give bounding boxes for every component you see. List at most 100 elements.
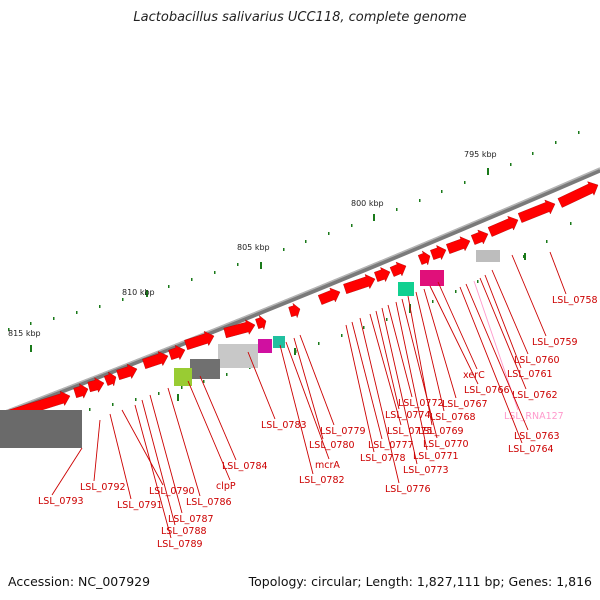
minor-tick xyxy=(145,292,147,295)
gene-label: LSL_0760 xyxy=(514,355,560,366)
gene-arrow xyxy=(223,319,256,339)
gene-label: LSL_0771 xyxy=(413,451,459,462)
inner-tick xyxy=(546,240,548,243)
minor-tick xyxy=(351,224,353,227)
gene-label: LSL_0768 xyxy=(430,412,476,423)
minor-tick xyxy=(396,208,398,211)
gene-arrow xyxy=(343,274,376,294)
inner-major-tick xyxy=(177,394,179,401)
gene-arrow xyxy=(430,245,447,261)
gene-label: LSL_0791 xyxy=(117,500,163,511)
inner-tick xyxy=(341,334,343,337)
minor-tick xyxy=(328,232,330,235)
leader-line xyxy=(437,281,478,370)
gene-label: LSL_0790 xyxy=(149,486,195,497)
inner-tick xyxy=(523,255,525,258)
gene-label: LSL_0783 xyxy=(261,420,307,431)
inner-tick xyxy=(386,318,388,321)
gene-label: LSL_0769 xyxy=(418,426,464,437)
gene-arrow xyxy=(142,351,169,369)
gene-feature-gray xyxy=(476,250,500,262)
minor-tick xyxy=(168,285,170,288)
gene-feature-darkgray xyxy=(0,410,82,448)
gene-label: LSL_0793 xyxy=(38,496,84,507)
inner-tick xyxy=(318,342,320,345)
gene-label: LSL_0773 xyxy=(403,465,449,476)
leader-line xyxy=(401,298,438,439)
major-tick xyxy=(146,290,148,297)
gene-arrow xyxy=(116,363,138,381)
leader-line xyxy=(395,301,428,451)
gene-arrow xyxy=(103,371,117,387)
leader-line xyxy=(293,337,324,440)
minor-tick xyxy=(464,181,466,184)
gene-arrow xyxy=(374,267,391,283)
gene-label: mcrA xyxy=(315,460,340,471)
gene-arrow xyxy=(255,314,267,331)
gene-label: LSL_RNA127 xyxy=(504,411,564,422)
gene-arrow xyxy=(168,345,186,361)
gene-label: LSL_0766 xyxy=(464,385,510,396)
leader-line xyxy=(247,351,276,420)
leader-line xyxy=(51,447,83,496)
gene-arrow xyxy=(417,250,431,266)
inner-tick xyxy=(226,373,228,376)
minor-tick xyxy=(578,131,580,134)
minor-tick xyxy=(283,248,285,251)
gene-label: LSL_0759 xyxy=(532,337,578,348)
gene-label: LSL_0763 xyxy=(514,431,560,442)
gene-feature-teal xyxy=(398,282,414,296)
gene-label: LSL_0787 xyxy=(168,514,214,525)
minor-tick xyxy=(122,298,124,301)
leader-line xyxy=(359,317,400,484)
gene-arrow xyxy=(487,215,519,237)
leader-line xyxy=(351,321,383,440)
minor-tick xyxy=(532,152,534,155)
gene-arrow xyxy=(389,261,407,277)
major-tick xyxy=(487,168,489,175)
gene-label: LSL_0792 xyxy=(80,482,126,493)
leader-line xyxy=(121,409,164,486)
leader-line xyxy=(93,419,101,482)
gene-label: LSL_0786 xyxy=(186,497,232,508)
gene-label: LSL_0774 xyxy=(385,410,431,421)
gene-label: LSL_0780 xyxy=(309,440,355,451)
gene-feature-teal xyxy=(273,336,285,348)
inner-tick xyxy=(409,310,411,313)
leader-line xyxy=(381,307,418,465)
gene-arrow xyxy=(73,383,89,399)
leader-line xyxy=(134,404,172,539)
gene-label: LSL_0778 xyxy=(360,453,406,464)
inner-tick xyxy=(570,222,572,225)
minor-tick xyxy=(30,322,32,325)
gene-arrow xyxy=(317,287,341,305)
kbp-label: 805 kbp xyxy=(237,243,270,252)
gene-label: LSL_0777 xyxy=(368,440,414,451)
inner-tick xyxy=(455,290,457,293)
kbp-label: 810 kbp xyxy=(122,288,155,297)
leader-line xyxy=(465,283,529,431)
map-title: Lactobacillus salivarius UCC118, complet… xyxy=(133,10,467,25)
inner-major-tick xyxy=(524,253,526,260)
gene-label: LSL_0779 xyxy=(320,426,366,437)
major-tick xyxy=(30,345,32,352)
leader-line xyxy=(187,380,231,481)
gene-label: LSL_0758 xyxy=(552,295,598,306)
minor-tick xyxy=(441,190,443,193)
minor-tick xyxy=(510,163,512,166)
leader-line xyxy=(415,291,445,412)
gene-label: clpP xyxy=(216,481,236,492)
leader-line xyxy=(299,334,335,426)
gene-label: LSL_0762 xyxy=(512,390,558,401)
gene-feature-magenta xyxy=(258,339,272,353)
backbone-arc xyxy=(0,167,600,418)
minor-tick xyxy=(191,278,193,281)
leader-line xyxy=(511,254,547,337)
leader-line xyxy=(549,251,567,295)
inner-tick xyxy=(89,408,91,411)
inner-tick xyxy=(112,403,114,406)
gene-label: LSL_0782 xyxy=(299,475,345,486)
gene-label: LSL_0761 xyxy=(507,369,553,380)
minor-tick xyxy=(305,240,307,243)
gene-feature-lime xyxy=(174,368,192,386)
